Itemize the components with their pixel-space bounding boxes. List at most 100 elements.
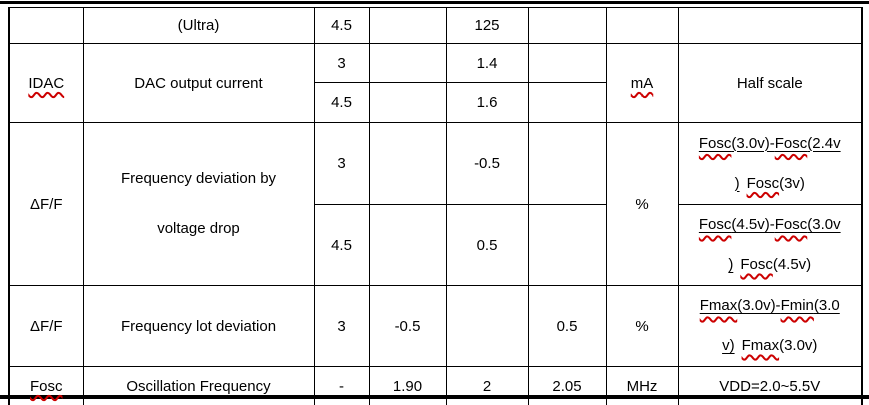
cell-vdd-freq-lot: 3 [313,285,370,367]
cell-symbol-idac: IDAC [8,43,84,123]
freq-dev-vdd1-value: 3 [337,155,346,172]
cell-max-ultra-empty [527,7,607,44]
cell-vdd-freq-dev-2: 4.5 [313,204,370,286]
fosc-token: Fosc [746,174,780,192]
cell-typ-ultra: 125 [445,7,529,44]
cell-vdd-idac-1: 3 [313,43,370,83]
fraction-denominator: Fmax(3.0v) [742,337,818,354]
cell-param-idac: DAC output current [82,43,315,123]
cell-symbol-empty [8,7,84,44]
row-idac-1: IDAC DAC output current 3 1.4 mA Half sc… [8,43,863,123]
idac-vdd1-value: 3 [337,54,346,72]
electrical-spec-table: (Ultra) 4.5 125 IDAC DAC output current … [8,7,863,405]
formula-text: (3.0v)- [737,297,781,314]
idac-typ1-value: 1.4 [476,54,498,72]
cell-symbol-freq-lot: ΔF/F [8,285,84,367]
freq-lot-param: Frequency lot deviation [120,317,277,335]
fosc-token: Fosc [698,216,732,233]
cell-unit-fosc: MHz [605,366,679,405]
cell-max-idac-2-empty [527,82,607,123]
cell-max-idac-1-empty [527,43,607,83]
table-top-thick-border [0,1,869,4]
cell-symbol-fosc: Fosc [8,366,84,405]
idac-condition: Half scale [736,74,803,92]
fraction-numerator-close: v) [722,337,735,354]
fraction-denominator: Fosc(3v) [747,175,805,192]
formula-text: (3.0v [807,216,841,233]
cell-typ-freq-dev-1: -0.5 [445,122,529,205]
row-freq-lot: ΔF/F Frequency lot deviation 3 -0.5 0.5 … [8,285,863,367]
fmax-token: Fmax [699,297,738,314]
row-freq-dev-2: 4.5 0.5 Fosc(4.5v)-Fosc(3.0v) Fosc(4.5v) [9,204,863,286]
formula-text: (3.0 [813,297,840,314]
idac-typ2-value: 1.6 [476,94,498,111]
cell-min-freq-lot: -0.5 [368,285,447,367]
cell-unit-idac: mA [605,43,679,123]
row-ultra: (Ultra) 4.5 125 [8,7,863,44]
cell-vdd-ultra: 4.5 [313,7,370,44]
formula-text: (4.5v)- [731,216,775,233]
formula-text: (3.0v)- [731,134,775,152]
row-idac-2: 4.5 1.6 [9,82,862,123]
freq-dev-param-line2: voltage drop [157,220,240,237]
cell-unit-freq-dev: % [605,122,679,286]
fmax-token: Fmax [741,337,780,354]
cell-cond-freq-lot: Fmax(3.0v)-Fmin(3.0 v) Fmax(3.0v) [677,285,863,367]
fraction-numerator: Fmax(3.0v)-Fmin(3.0 [700,297,840,314]
cell-max-freq-lot: 0.5 [527,285,607,367]
cell-cond-freq-dev-1: Fosc(3.0v)-Fosc(2.4v) Fosc(3v) [677,122,863,205]
cell-vdd-idac-2: 4.5 [313,82,370,123]
fosc-token: Fosc [774,216,808,233]
fosc-condition: VDD=2.0~5.5V [719,377,821,395]
fosc-param: Oscillation Frequency [126,377,271,395]
idac-unit: mA [630,74,654,92]
freq-dev-symbol: ΔF/F [29,195,63,213]
fosc-token: Fosc [740,256,773,273]
cell-vdd-freq-dev-1: 3 [313,122,370,205]
cell-min-idac-1-empty [368,43,447,83]
fosc-max-value: 2.05 [552,377,582,395]
fosc-unit: MHz [626,377,658,395]
cell-param-ultra: (Ultra) [82,7,315,44]
row-freq-dev-1: ΔF/F Frequency deviation by voltage drop … [8,122,863,286]
cell-cond-idac: Half scale [677,43,863,123]
cell-cond-fosc: VDD=2.0~5.5V [677,366,863,405]
cell-max-freq-dev-1-empty [527,122,607,205]
formula-text: (4.5v) [772,256,812,273]
cell-param-freq-lot: Frequency lot deviation [82,285,315,367]
idac-param: DAC output current [134,74,263,92]
row-fosc: Fosc Oscillation Frequency - 1.90 2 2.05… [8,366,863,405]
cell-unit-ultra-empty [605,7,679,44]
fraction-denominator: Fosc(4.5v) [740,256,811,273]
cell-symbol-freq-dev: ΔF/F [8,122,84,286]
fmin-token: Fmin [780,297,814,314]
fosc-min-value: 1.90 [392,377,423,395]
freq-dev-vdd2-value: 4.5 [331,236,352,254]
idac-vdd2-value: 4.5 [331,94,352,111]
cell-typ-fosc: 2 [445,366,529,405]
freq-lot-unit: % [635,317,649,335]
cell-min-idac-2-empty [368,82,447,123]
ultra-vdd-value: 4.5 [331,17,352,34]
cell-typ-freq-dev-2: 0.5 [445,204,529,286]
cell-min-ultra-empty [368,7,447,44]
formula-text: (3v) [779,174,805,192]
cell-max-freq-dev-2-empty [527,204,607,286]
cell-unit-freq-lot: % [605,285,679,367]
cell-min-freq-dev-2-empty [368,204,447,286]
ultra-typ-value: 125 [474,17,500,34]
freq-dev-unit: % [635,195,649,213]
cell-cond-freq-dev-2: Fosc(4.5v)-Fosc(3.0v) Fosc(4.5v) [677,204,863,286]
cell-typ-idac-1: 1.4 [445,43,529,83]
fosc-token: Fosc [698,134,732,152]
fosc-token: Fosc [774,134,808,152]
fraction-numerator: Fosc(4.5v)-Fosc(3.0v [699,216,841,233]
fosc-vdd-value: - [339,377,344,395]
cell-max-fosc: 2.05 [527,366,607,405]
freq-lot-max-value: 0.5 [556,317,578,335]
ultra-label: (Ultra) [177,17,220,34]
formula-text: (3.0v) [779,337,818,354]
cell-param-fosc: Oscillation Frequency [82,366,315,405]
cell-typ-freq-lot-empty [445,285,529,367]
